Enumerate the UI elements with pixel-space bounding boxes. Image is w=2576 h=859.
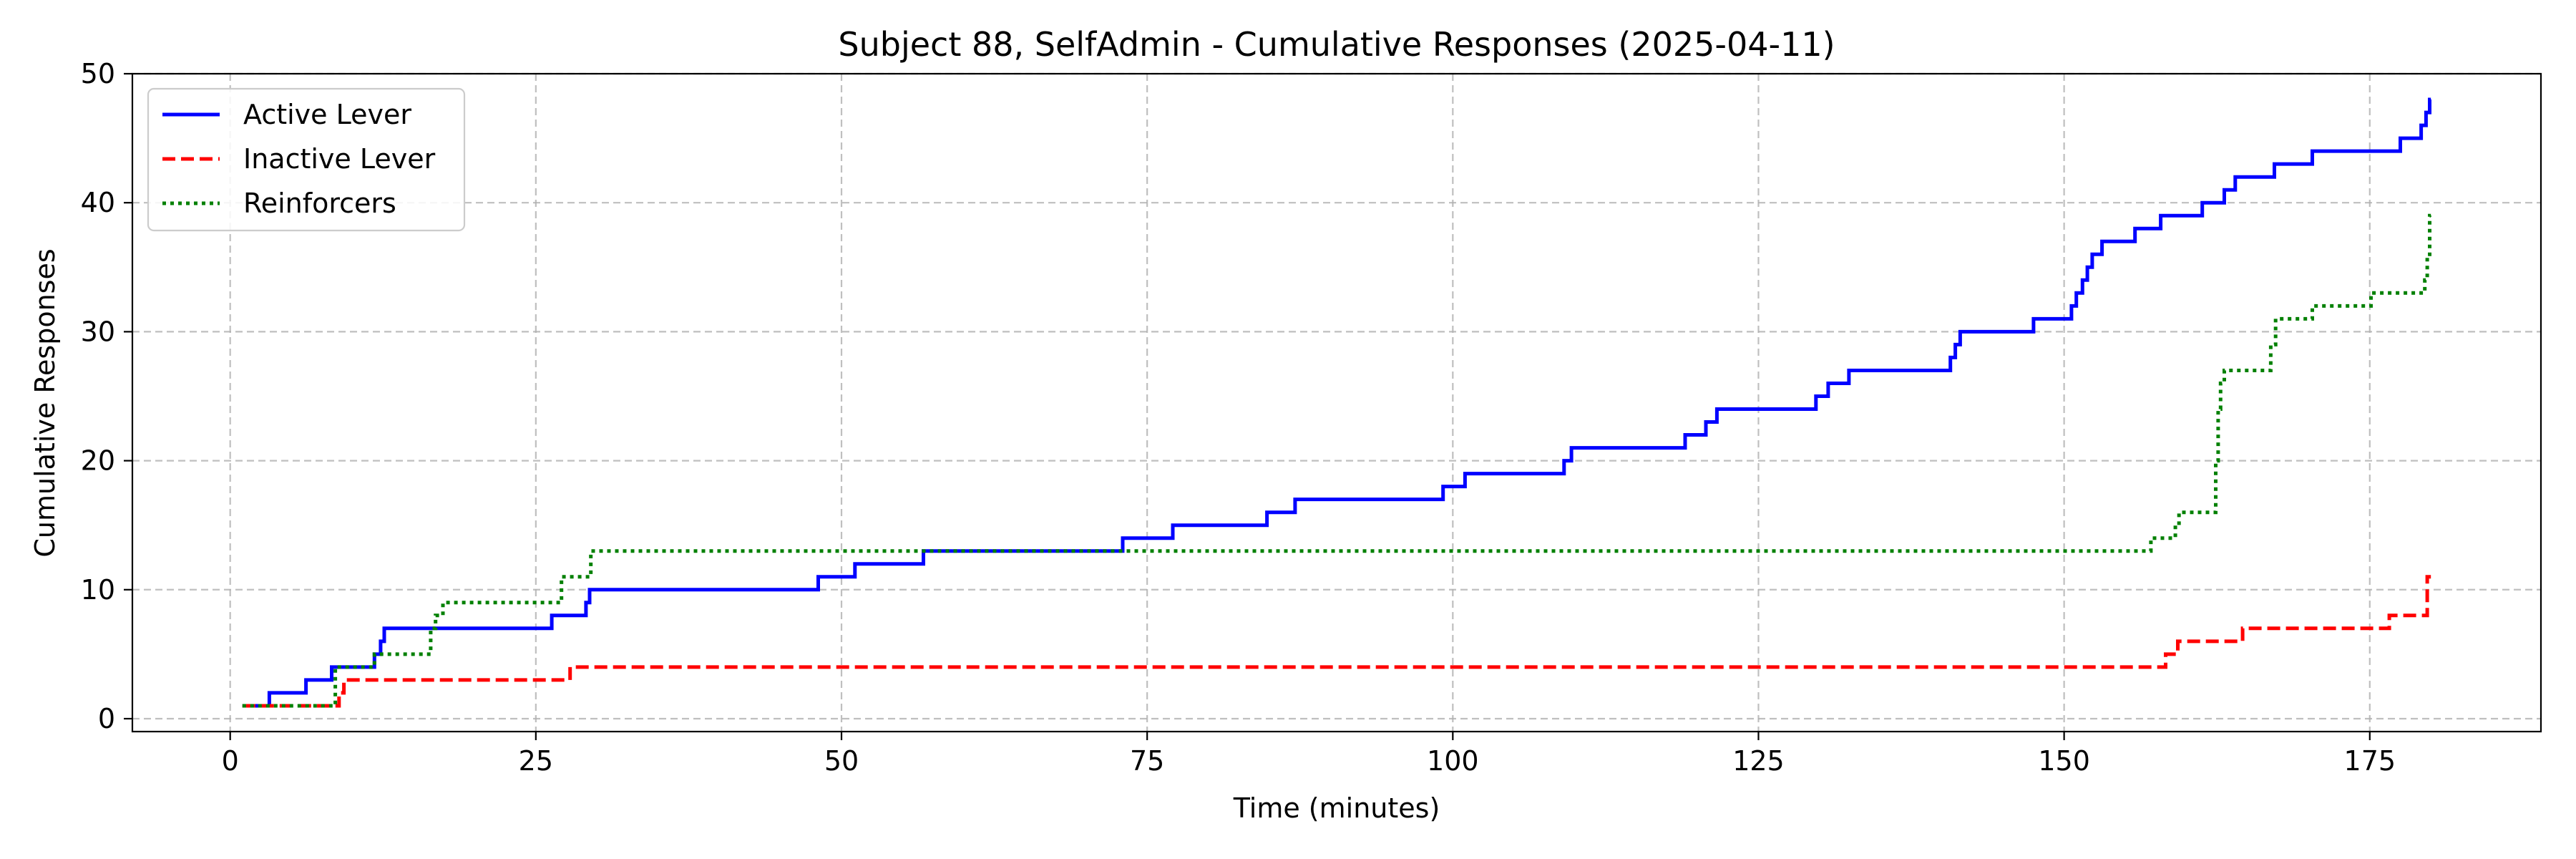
legend-label-inactive-lever: Inactive Lever: [243, 143, 436, 175]
x-axis-ticks: 0 25 50 75 100 125 150 175: [222, 732, 2396, 777]
y-tick-label: 10: [81, 574, 115, 606]
x-tick-label: 150: [2038, 745, 2090, 777]
legend: Active Lever Inactive Lever Reinforcers: [147, 87, 466, 232]
series-line-inactive-lever: [242, 575, 2431, 708]
chart-title: Subject 88, SelfAdmin - Cumulative Respo…: [838, 25, 1835, 64]
series-lines: [242, 97, 2431, 708]
x-axis-label: Time (minutes): [1233, 792, 1440, 824]
y-tick-label: 50: [81, 58, 115, 89]
legend-label-reinforcers: Reinforcers: [243, 188, 396, 219]
y-tick-label: 40: [81, 187, 115, 218]
legend-frame: [147, 87, 466, 232]
y-tick-label: 30: [81, 316, 115, 347]
y-tick-label: 0: [98, 703, 115, 734]
plot-frame: [131, 72, 2542, 733]
x-tick-label: 125: [1732, 745, 1785, 777]
series-line-active-lever: [242, 97, 2431, 708]
x-tick-label: 100: [1427, 745, 1479, 777]
legend-label-active-lever: Active Lever: [243, 99, 411, 130]
x-tick-label: 0: [222, 745, 239, 777]
y-axis-label: Cumulative Responses: [29, 248, 61, 557]
x-tick-label: 175: [2344, 745, 2396, 777]
y-tick-label: 20: [81, 445, 115, 477]
y-axis-ticks: 0 10 20 30 40 50: [81, 58, 132, 734]
x-tick-label: 75: [1130, 745, 1164, 777]
x-tick-label: 25: [519, 745, 553, 777]
x-tick-label: 50: [824, 745, 859, 777]
